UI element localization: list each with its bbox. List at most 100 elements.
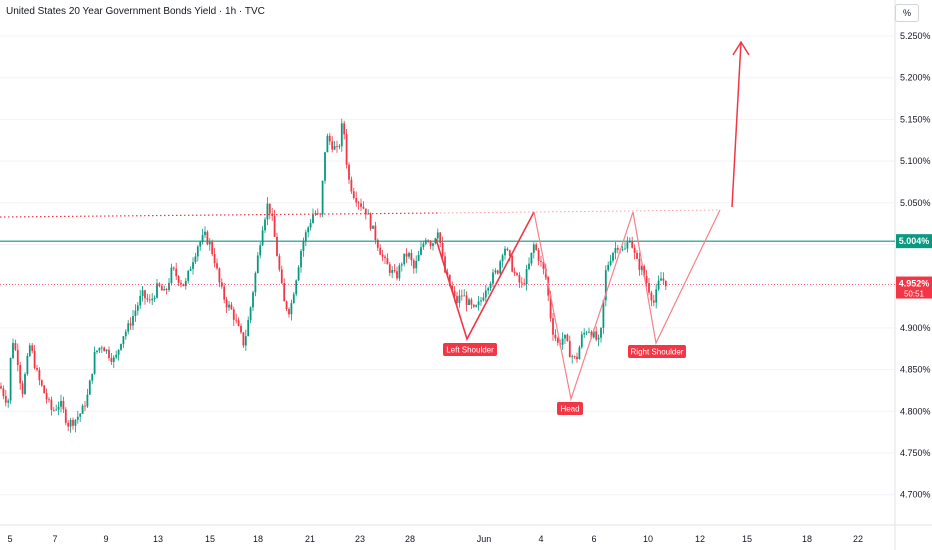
time-axis[interactable]: 5 7 9 13 15 18 21 23 28 Jun 4 6 10 12 15 18 22 [7, 534, 863, 544]
candle-body [612, 252, 614, 261]
candle-body [556, 338, 559, 343]
candle-body [561, 338, 564, 345]
head-lines [533, 211, 634, 402]
candle-body [412, 260, 415, 269]
candle-body [468, 299, 470, 305]
candle-body [374, 225, 377, 241]
candle-body [439, 232, 442, 244]
candle-body [280, 269, 283, 284]
candle-body [525, 269, 528, 285]
candle-body [441, 243, 444, 257]
candle-body [254, 272, 257, 293]
candle-body [228, 304, 230, 308]
candle-body [26, 355, 29, 375]
candle-body [314, 213, 317, 215]
candle-body [52, 409, 55, 411]
candle-body [600, 327, 602, 338]
candle-body [72, 419, 74, 426]
y-tick-label: 5.150% [900, 114, 931, 124]
candle-body [276, 236, 278, 257]
candle-body [518, 275, 521, 283]
candle-body [184, 280, 187, 286]
neckline-right [439, 209, 721, 214]
candle-body [628, 241, 631, 243]
candle-body [340, 123, 343, 147]
candle-body [146, 298, 149, 300]
last-price-label: 4.952% [899, 279, 930, 289]
candle-body [537, 249, 540, 261]
candle-body [288, 309, 290, 315]
x-tick-label: 22 [853, 534, 863, 544]
candle-body [259, 245, 262, 256]
x-tick-label: 10 [643, 534, 653, 544]
x-tick-label: Jun [477, 534, 492, 544]
candle-body [475, 305, 478, 307]
candle-body [456, 296, 458, 303]
candle-body [328, 135, 331, 142]
unit-toggle-button[interactable]: % [895, 4, 919, 22]
y-tick-label: 5.250% [900, 31, 931, 41]
last-price-badge [896, 276, 932, 299]
candle-body [348, 164, 350, 180]
candle-body [360, 203, 362, 207]
candle-body [568, 340, 571, 358]
candle-body [295, 280, 298, 295]
candlestick-series [0, 118, 667, 433]
candle-body [67, 422, 70, 427]
candle-body [465, 295, 468, 305]
head-and-shoulders-pattern: Left Shoulder Head Right Shoulder [0, 40, 750, 415]
candle-body [0, 386, 2, 389]
head-label: Head [560, 405, 579, 414]
candle-body [213, 254, 216, 264]
candle-body [182, 283, 185, 286]
candle-body [554, 334, 557, 339]
candle-body [364, 208, 367, 215]
candle-body [225, 299, 228, 308]
candle-body [235, 319, 238, 321]
horizontal-lines [0, 240, 895, 285]
candle-body [153, 297, 156, 299]
candle-body [201, 235, 204, 242]
candle-body [144, 290, 146, 299]
price-axis[interactable]: 5.250%5.200%5.150%5.100%5.050%5.000%4.95… [896, 31, 932, 500]
candle-body [268, 203, 271, 214]
x-tick-label: 6 [591, 534, 596, 544]
candle-body [417, 254, 420, 261]
candle-body [223, 286, 226, 300]
countdown-label: 50:51 [904, 290, 925, 299]
candle-body [585, 332, 588, 334]
candle-body [648, 283, 650, 293]
candle-body [237, 320, 240, 326]
support-price-label: 5.004% [899, 236, 930, 246]
candle-body [79, 413, 82, 417]
candle-body [621, 249, 624, 251]
candle-body [566, 334, 569, 341]
candle-body [2, 388, 5, 396]
candle-body [204, 231, 206, 236]
candle-body [139, 295, 142, 306]
candle-body [640, 266, 643, 270]
x-tick-label: 5 [7, 534, 12, 544]
candle-body [633, 247, 636, 253]
candle-body [283, 283, 286, 302]
candle-body [453, 290, 456, 297]
candle-body [148, 299, 151, 301]
candle-body [480, 300, 482, 302]
y-tick-label: 5.100% [900, 156, 931, 166]
candle-body [40, 380, 43, 386]
candle-body [321, 180, 324, 215]
candle-body [376, 240, 379, 248]
candle-body [103, 347, 106, 352]
candle-body [316, 213, 319, 214]
candle-body [393, 269, 396, 272]
candle-body [129, 323, 132, 326]
candle-body [108, 349, 110, 359]
candle-body [134, 310, 137, 316]
candle-body [643, 266, 646, 277]
candle-body [28, 345, 31, 356]
candle-body [355, 198, 358, 203]
candle-body [170, 267, 173, 283]
candle-body [532, 244, 535, 253]
candle-body [48, 399, 50, 401]
